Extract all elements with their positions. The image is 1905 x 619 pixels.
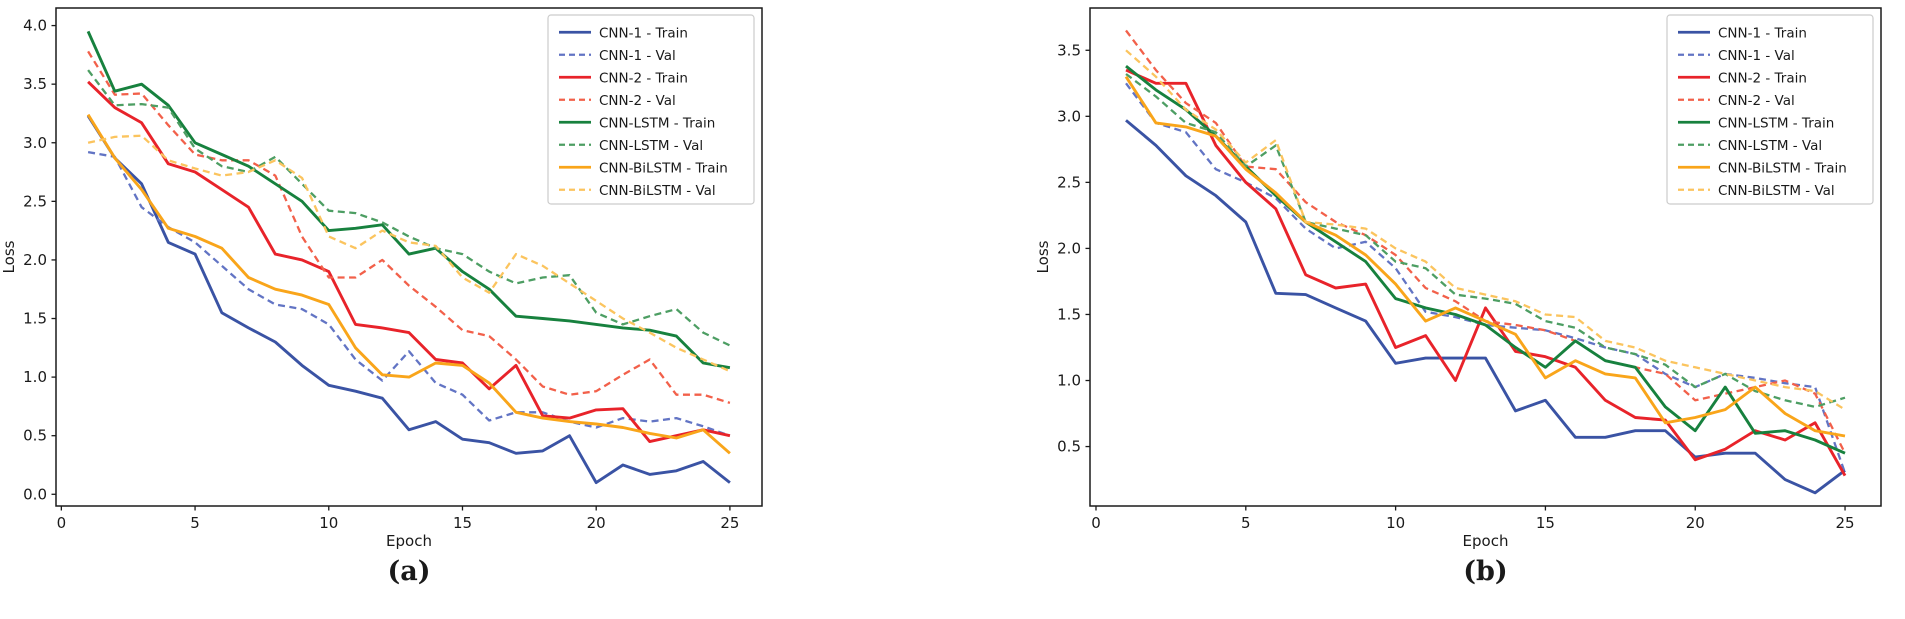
x-tick-label: 10 [1386, 514, 1405, 532]
plot-border [1089, 7, 1882, 507]
legend-item: CNN-1 - Train [559, 25, 688, 41]
series-cnn-bilstm-train [1124, 75, 1846, 438]
y-tick-label: 3.0 [1057, 107, 1081, 125]
legend-box [1666, 14, 1874, 205]
x-tick-label: 0 [57, 514, 67, 532]
legend-label: CNN-BiLSTM - Train [599, 160, 728, 176]
y-tick-label: 0.5 [1057, 438, 1081, 456]
y-tick-label: 4.0 [23, 17, 47, 35]
x-tick-label: 15 [1536, 514, 1555, 532]
series-cnn-1-train [86, 115, 731, 485]
legend-label: CNN-LSTM - Train [599, 115, 715, 131]
legend-label: CNN-2 - Train [1718, 70, 1807, 86]
series-cnn-bilstm-val [1125, 49, 1846, 411]
legend: CNN-1 - Train CNN-1 - Val CNN-2 - Train CNN… [547, 14, 755, 205]
y-tick-label: 1.5 [23, 310, 47, 328]
legend-label: CNN-1 - Train [1718, 25, 1807, 41]
y-axis-label: Loss [1034, 240, 1052, 273]
x-tick-label: 0 [1091, 514, 1101, 532]
legend-label: CNN-BiLSTM - Val [1718, 183, 1835, 199]
x-tick-label: 5 [190, 514, 200, 532]
legend-box [547, 14, 755, 205]
legend-label: CNN-2 - Train [599, 70, 688, 86]
y-tick-label: 1.5 [1057, 305, 1081, 323]
caption-b: (b) [1463, 556, 1508, 587]
y-tick-label: 0.5 [23, 427, 47, 445]
y-tick-label: 2.0 [23, 251, 47, 269]
series-cnn-2-train [87, 80, 731, 444]
y-tick-label: 3.0 [23, 134, 47, 152]
legend-item: CNN-1 - Val [559, 48, 676, 64]
figure-panel-a: 0 5 10 15 20 25 0.0 0.5 1.0 1.5 2.0 2.5 3.0 3.5 4.0 Epo… [0, 0, 880, 585]
figure-panel-b: 0 5 10 15 20 25 0.5 1.0 1.5 2.0 2.5 3.0 3.5 Epoch Loss… [880, 0, 1905, 585]
x-tick-label: 25 [720, 514, 739, 532]
x-tick-label: 5 [1241, 514, 1251, 532]
legend-label: CNN-LSTM - Val [599, 138, 703, 154]
legend-label: CNN-1 - Train [599, 25, 688, 41]
series-cnn-1-val [87, 150, 731, 437]
y-tick-label: 3.5 [1057, 41, 1081, 59]
legend-item: CNN-LSTM - Val [1678, 138, 1822, 154]
x-tick-label: 10 [319, 514, 338, 532]
legend-item: CNN-2 - Val [559, 93, 676, 109]
loss-chart-b: 0 5 10 15 20 25 0.5 1.0 1.5 2.0 2.5 3.0 3.5 Epoch Loss… [1034, 7, 1882, 550]
legend-item: CNN-2 - Val [1678, 93, 1795, 109]
x-axis-label: Epoch [1463, 532, 1509, 550]
series-cnn-1-train [1125, 119, 1846, 495]
legend-label: CNN-LSTM - Train [1718, 115, 1834, 131]
legend-label: CNN-2 - Val [599, 93, 676, 109]
legend-item: CNN-BiLSTM - Train [559, 160, 728, 176]
series-cnn-bilstm-train [86, 113, 731, 455]
legend-item: CNN-BiLSTM - Val [559, 183, 716, 199]
series-cnn-lstm-train [86, 30, 731, 370]
y-tick-label: 2.5 [1057, 173, 1081, 191]
y-axis-label: Loss [0, 240, 18, 273]
legend-label: CNN-BiLSTM - Val [599, 183, 716, 199]
y-tick-label: 0.0 [23, 485, 47, 503]
legend-label: CNN-1 - Val [1718, 48, 1795, 64]
y-tick-label: 3.5 [23, 75, 47, 93]
legend-item: CNN-1 - Val [1678, 48, 1795, 64]
legend-item: CNN-BiLSTM - Val [1678, 183, 1835, 199]
legend-item: CNN-LSTM - Train [559, 115, 715, 131]
series-cnn-lstm-val [87, 69, 731, 347]
series-cnn-lstm-val [1125, 73, 1846, 409]
series-cnn-2-train [1125, 68, 1847, 477]
loss-chart-a: 0 5 10 15 20 25 0.0 0.5 1.0 1.5 2.0 2.5 3.0 3.5 4.0 Epo… [0, 7, 763, 550]
legend-item: CNN-1 - Train [1678, 25, 1807, 41]
series-cnn-bilstm-val [87, 134, 731, 373]
x-tick-label: 20 [587, 514, 606, 532]
plot-border [55, 7, 763, 507]
legend-label: CNN-BiLSTM - Train [1718, 160, 1847, 176]
y-tick-label: 1.0 [23, 368, 47, 386]
legend-item: CNN-LSTM - Train [1678, 115, 1834, 131]
x-tick-label: 25 [1835, 514, 1854, 532]
y-tick-label: 2.5 [23, 192, 47, 210]
y-tick-label: 2.0 [1057, 239, 1081, 257]
legend-label: CNN-2 - Val [1718, 93, 1795, 109]
legend-item: CNN-LSTM - Val [559, 138, 703, 154]
x-axis-label: Epoch [386, 532, 432, 550]
legend: CNN-1 - Train CNN-1 - Val CNN-2 - Train CNN… [1666, 14, 1874, 205]
caption-a: (a) [387, 556, 431, 587]
x-tick-label: 20 [1686, 514, 1705, 532]
legend-item: CNN-2 - Train [559, 70, 688, 86]
loss-figure: 0 5 10 15 20 25 0.0 0.5 1.0 1.5 2.0 2.5 3.0 3.5 4.0 Epo… [0, 0, 1905, 585]
legend-label: CNN-1 - Val [599, 48, 676, 64]
legend-label: CNN-LSTM - Val [1718, 138, 1822, 154]
series-cnn-2-val [87, 50, 731, 404]
legend-item: CNN-BiLSTM - Train [1678, 160, 1847, 176]
x-tick-label: 15 [453, 514, 472, 532]
legend-item: CNN-2 - Train [1678, 70, 1807, 86]
y-tick-label: 1.0 [1057, 372, 1081, 390]
